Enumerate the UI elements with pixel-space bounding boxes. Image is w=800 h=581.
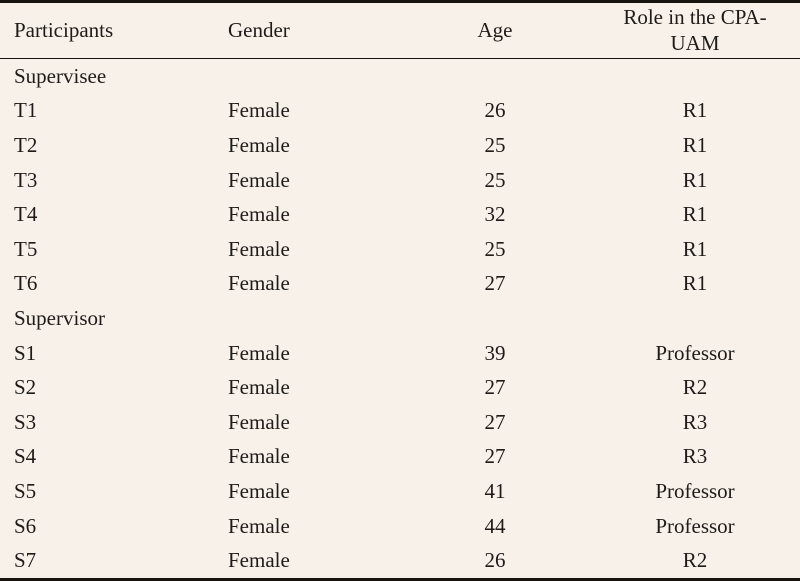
cell-participant: S4 [14, 444, 37, 469]
table-row: T6 Female 27 R1 [0, 267, 800, 302]
cell-role: R2 [682, 375, 708, 400]
table-row: T3 Female 25 R1 [0, 163, 800, 198]
cell-participant: S1 [14, 340, 37, 365]
cell-role: Professor [655, 513, 735, 538]
cell-participant: S3 [14, 409, 37, 434]
cell-age: 26 [484, 98, 506, 123]
cell-age: 32 [484, 202, 506, 227]
cell-gender: Female [228, 409, 290, 434]
table-row: T2 Female 25 R1 [0, 128, 800, 163]
table-row: S1 Female 39 Professor [0, 336, 800, 371]
cell-participant: T3 [14, 167, 38, 192]
table-row: S3 Female 27 R3 [0, 405, 800, 440]
cell-participant: T1 [14, 98, 38, 123]
cell-age: 25 [484, 236, 506, 261]
cell-gender: Female [228, 236, 290, 261]
cell-age: 39 [484, 340, 506, 365]
cell-role: R3 [682, 444, 708, 469]
cell-gender: Female [228, 98, 290, 123]
table-row: T4 Female 32 R1 [0, 197, 800, 232]
cell-age: 41 [484, 478, 506, 503]
cell-participant: T5 [14, 236, 38, 261]
cell-role: R1 [682, 202, 708, 227]
cell-participant: T4 [14, 202, 38, 227]
cell-age: 27 [484, 409, 506, 434]
cell-gender: Female [228, 167, 290, 192]
cell-gender: Female [228, 478, 290, 503]
table-header: Participants Gender Age Role in the CPA-… [0, 1, 800, 59]
table-row: S4 Female 27 R3 [0, 440, 800, 475]
table-row: S6 Female 44 Professor [0, 509, 800, 544]
header-row: Participants Gender Age Role in the CPA-… [0, 1, 800, 59]
section-header-label: Supervisee [14, 63, 107, 88]
cell-role: R1 [682, 271, 708, 296]
section-header-row: Supervisee [0, 59, 800, 94]
cell-role: Professor [655, 478, 735, 503]
column-header-label: Gender [228, 17, 290, 42]
column-header-age: Age [400, 1, 590, 59]
cell-role: R1 [682, 167, 708, 192]
cell-age: 27 [484, 444, 506, 469]
table-row: S2 Female 27 R2 [0, 370, 800, 405]
section-header-label: Supervisor [14, 305, 105, 330]
column-header-participants: Participants [0, 1, 228, 59]
cell-age: 44 [484, 513, 506, 538]
cell-gender: Female [228, 548, 290, 573]
cell-participant: T2 [14, 132, 38, 157]
table-row: T1 Female 26 R1 [0, 94, 800, 129]
cell-participant: S7 [14, 548, 37, 573]
cell-participant: S2 [14, 375, 37, 400]
cell-gender: Female [228, 375, 290, 400]
cell-participant: T6 [14, 271, 38, 296]
table-body: Supervisee T1 Female 26 R1 T2 Female 25 R1 T3 Fema… [0, 59, 800, 580]
column-header-gender: Gender [228, 1, 400, 59]
column-header-label: Role in the CPA-UAM [623, 5, 767, 55]
cell-gender: Female [228, 340, 290, 365]
cell-role: Professor [655, 340, 735, 365]
cell-role: R2 [682, 548, 708, 573]
cell-age: 27 [484, 375, 506, 400]
cell-age: 26 [484, 548, 506, 573]
cell-role: R1 [682, 236, 708, 261]
cell-gender: Female [228, 202, 290, 227]
cell-gender: Female [228, 132, 290, 157]
table-row: T5 Female 25 R1 [0, 232, 800, 267]
table-row: S7 Female 26 R2 [0, 543, 800, 579]
cell-age: 25 [484, 132, 506, 157]
cell-participant: S6 [14, 513, 37, 538]
column-header-label: Participants [14, 17, 114, 42]
cell-role: R1 [682, 132, 708, 157]
cell-gender: Female [228, 271, 290, 296]
cell-age: 27 [484, 271, 506, 296]
section-header-row: Supervisor [0, 301, 800, 336]
cell-role: R3 [682, 409, 708, 434]
cell-gender: Female [228, 513, 290, 538]
cell-role: R1 [682, 98, 708, 123]
column-header-label: Age [477, 17, 513, 42]
table-row: S5 Female 41 Professor [0, 474, 800, 509]
cell-age: 25 [484, 167, 506, 192]
cell-participant: S5 [14, 478, 37, 503]
column-header-role: Role in the CPA-UAM [590, 1, 800, 59]
cell-gender: Female [228, 444, 290, 469]
